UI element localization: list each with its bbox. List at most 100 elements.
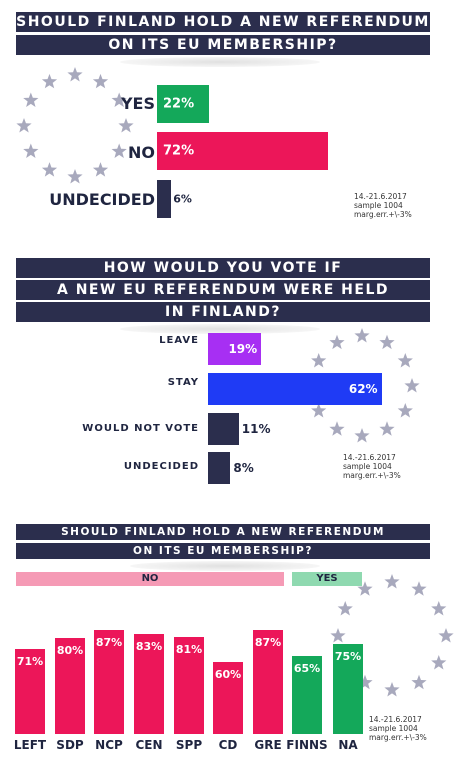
chart2-category-stay: STAY [167,377,199,388]
chart2-title-line2: A NEW EU REFERENDUM WERE HELD [16,280,430,300]
eu-star-icon [411,581,427,596]
chart2-bar-stay [208,373,382,405]
chart1-category-undecided: UNDECIDED [49,190,155,209]
eu-star-icon [354,428,370,443]
eu-star-icon [411,674,427,690]
chart2-category-leave: LEAVE [159,335,199,346]
chart2-bar-would-not-vote [208,413,239,445]
chart3-category-gre: GRE [254,738,282,752]
chart2-category-undecided: UNDECIDED [123,461,199,472]
chart1-bar-undecided [157,180,172,218]
eu-star-icon [23,92,39,107]
chart1-bar-yes [157,85,210,123]
chart3-value-cen: 83% [135,640,163,654]
eu-star-icon [438,628,454,643]
eu-star-icon [404,378,420,393]
chart1-title-line2: ON ITS EU MEMBERSHIP? [16,35,430,55]
chart2-note-sample: sample 1004 [343,462,392,471]
eu-star-icon [111,143,127,158]
chart3-value-spp: 81% [175,642,203,656]
group-yes-band [292,572,362,586]
chart3-note-sample: sample 1004 [369,724,418,733]
eu-star-icon [354,328,370,343]
chart2-category-would-not-vote: WOULD NOT VOTE [82,423,199,434]
eu-star-icon [67,169,83,184]
chart2-note: 14.-21.6.2017 sample 1004 marg.err.+\-3% [343,453,401,480]
eu-star-icon [111,92,127,107]
chart3-category-na: NA [338,738,358,752]
chart3-category-ncp: NCP [95,738,123,752]
eu-star-icon [41,73,58,89]
eu-star-icon [92,73,109,89]
chart2-bar-undecided [208,452,231,484]
chart3-value-cd: 60% [214,668,242,681]
eu-star-icon [118,118,134,133]
eu-star-icon [67,67,83,82]
eu-star-icon [357,674,373,690]
chart1-value-undecided: 6% [173,192,192,206]
chart2-value-would-not-vote: 11% [241,422,271,436]
chart3-category-sdp: SDP [56,738,84,752]
chart3-category-cd: CD [218,738,238,752]
chart3-title-line2: ON ITS EU MEMBERSHIP? [16,543,430,559]
chart3-category-cen: CEN [135,738,163,752]
chart3-note: 14.-21.6.2017 sample 1004 marg.err.+\-3% [369,715,427,742]
chart1-bar-no [157,132,329,170]
chart3-bar-na [333,644,363,734]
chart3-value-na: 75% [334,650,362,663]
eu-star-icon [311,403,327,418]
eu-star-icon [329,421,345,436]
chart2-title-line1: HOW WOULD YOU VOTE IF [16,258,430,278]
chart3-bar-sdp [55,638,85,734]
chart2-value-undecided: 8% [233,461,254,475]
eu-star-icon [337,601,353,616]
chart3-value-finns: 65% [293,662,321,675]
chart3-value-ncp: 87% [95,635,123,649]
group-yes-label: YES [316,573,338,584]
chart2-bar-leave [208,333,262,365]
chart3-bar-finns [292,656,322,734]
chart3-category-finns: FINNS [286,738,328,752]
chart3-category-left: LEFT [13,738,47,752]
chart1-note-date: 14.-21.6.2017 [354,192,407,201]
chart2-value-leave: 19% [228,342,258,356]
eu-star-icon [431,601,447,616]
chart2-note-date: 14.-21.6.2017 [343,453,396,462]
eu-star-icon [92,162,109,177]
chart3-bar-ncp [94,629,124,734]
group-no-label: NO [141,573,159,584]
chart3-category-spp: SPP [175,738,203,752]
eu-star-icon [357,581,373,596]
chart3-note-margin: marg.err.+\-3% [369,733,427,742]
chart3-bar-spp [174,636,204,734]
chart1-title-line1: SHOULD FINLAND HOLD A NEW REFERENDUM [16,12,430,32]
chart3-bar-left [15,648,45,734]
chart3-bar-cd [213,662,243,734]
chart1-category-yes: YES [120,94,155,113]
eu-star-icon [397,403,413,418]
eu-star-icon [41,162,58,177]
chart3-title-line1: SHOULD FINLAND HOLD A NEW REFERENDUM [16,524,430,540]
group-no-band [16,572,284,586]
chart3-note-date: 14.-21.6.2017 [369,715,422,724]
eu-star-icon [384,574,400,589]
chart1-note-margin: marg.err.+\-3% [354,210,412,219]
chart2-note-margin: marg.err.+\-3% [343,471,401,480]
eu-star-icon [379,421,395,436]
chart1-value-no: 72% [163,143,195,159]
chart3-bar-gre [253,629,283,734]
chart1-category-no: NO [128,143,155,162]
eu-star-icon [23,143,39,158]
eu-star-icon [329,334,345,350]
chart1-note-sample: sample 1004 [354,201,403,210]
eu-star-icon [384,682,400,697]
chart3-value-left: 71% [16,654,44,668]
eu-star-icon [379,334,395,350]
chart1-note: 14.-21.6.2017 sample 1004 marg.err.+\-3% [354,192,412,219]
eu-star-icon [431,655,447,670]
chart2-title-line3: IN FINLAND? [16,302,430,322]
chart3-value-gre: 87% [254,635,282,649]
eu-star-icon [330,628,346,643]
chart3-value-sdp: 80% [56,644,84,657]
